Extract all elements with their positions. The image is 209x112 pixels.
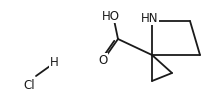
Text: Cl: Cl — [23, 79, 35, 92]
Text: HO: HO — [102, 10, 120, 23]
Text: H: H — [50, 56, 58, 69]
Text: O: O — [98, 54, 108, 67]
Text: HN: HN — [141, 12, 159, 25]
